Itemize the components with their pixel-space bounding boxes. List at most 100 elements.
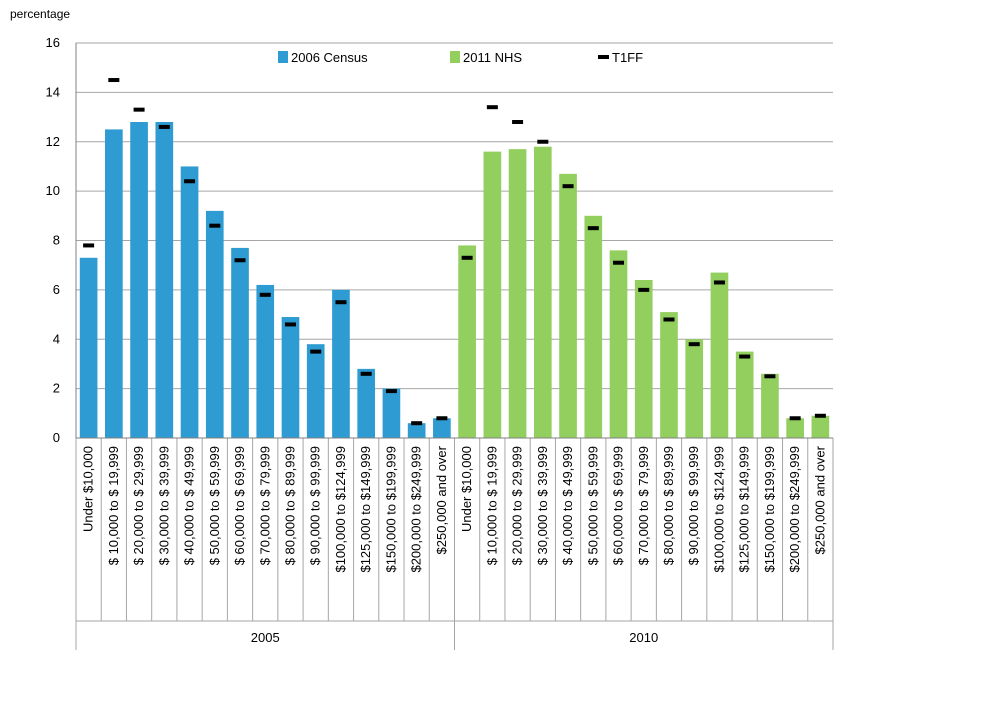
category-label: $250,000 and over	[812, 445, 827, 554]
category-label: $ 60,000 to $ 69,999	[232, 446, 247, 565]
y-tick-label: 16	[46, 35, 60, 50]
bar	[685, 339, 704, 438]
category-label: $150,000 to $199,999	[762, 446, 777, 573]
bar	[483, 151, 502, 438]
t1ff-marker	[335, 300, 347, 305]
t1ff-marker	[713, 280, 725, 285]
bar	[634, 280, 653, 438]
group-labels: 2005 2010	[251, 630, 658, 645]
y-tick-label: 14	[46, 84, 60, 99]
category-label: Under $10,000	[81, 446, 96, 532]
t1ff-marker	[486, 105, 498, 110]
group-label: 2005	[251, 630, 280, 645]
y-tick-label: 6	[53, 282, 60, 297]
t1ff-marker	[537, 139, 549, 144]
category-label: $250,000 and over	[434, 445, 449, 554]
category-label: Under $10,000	[459, 446, 474, 532]
category-label: $ 10,000 to $ 19,999	[106, 446, 121, 565]
bar	[811, 415, 830, 438]
t1ff-marker	[663, 317, 675, 322]
axes	[75, 43, 834, 650]
t1ff-marker	[284, 322, 296, 327]
bar	[205, 210, 224, 438]
category-label: $ 70,000 to $ 79,999	[636, 446, 651, 565]
bar	[256, 284, 275, 438]
group-label: 2010	[629, 630, 658, 645]
y-tick-label: 0	[53, 430, 60, 445]
legend-swatch	[278, 51, 288, 63]
bar	[382, 388, 401, 438]
t1ff-marker	[638, 287, 650, 292]
t1ff-markers	[83, 78, 826, 426]
bar	[155, 122, 174, 438]
category-label: $ 40,000 to $ 49,999	[560, 446, 575, 565]
t1ff-marker	[789, 416, 801, 421]
category-label: $ 60,000 to $ 69,999	[611, 446, 626, 565]
t1ff-marker	[360, 371, 372, 376]
bar	[433, 418, 451, 438]
t1ff-marker	[385, 389, 397, 394]
bar	[761, 373, 779, 438]
category-label: $ 80,000 to $ 89,999	[661, 446, 676, 565]
category-label: $ 40,000 to $ 49,999	[182, 446, 197, 565]
bar	[735, 351, 754, 438]
category-label: $125,000 to $149,999	[358, 446, 373, 573]
category-label: $ 20,000 to $ 29,999	[510, 446, 525, 565]
category-label: $100,000 to $124,999	[711, 446, 726, 573]
t1ff-marker	[209, 223, 221, 228]
bar	[231, 247, 249, 438]
category-label: $ 70,000 to $ 79,999	[257, 446, 272, 565]
bar	[584, 215, 603, 438]
t1ff-marker	[83, 243, 95, 248]
legend-swatch	[598, 55, 609, 59]
t1ff-marker	[739, 354, 751, 359]
y-axis-unit-label: percentage	[10, 7, 70, 21]
bars	[79, 122, 830, 438]
category-label: $ 50,000 to $ 59,999	[207, 446, 222, 565]
legend-label: T1FF	[612, 50, 643, 65]
y-tick-label: 10	[46, 183, 60, 198]
category-label: $150,000 to $199,999	[383, 446, 398, 573]
y-tick-label: 12	[46, 134, 60, 149]
category-label: $ 10,000 to $ 19,999	[484, 446, 499, 565]
t1ff-marker	[411, 421, 423, 426]
y-axis-ticks: 0 2 4 6 8 10 12 14 16	[46, 35, 60, 445]
category-label: $ 80,000 to $ 89,999	[282, 446, 297, 565]
category-label: $200,000 to $249,999	[409, 446, 424, 573]
category-labels: Under $10,000 $ 10,000 to $ 19,999 $ 20,00…	[81, 445, 828, 572]
category-label: $ 30,000 to $ 39,999	[535, 446, 550, 565]
legend-label: 2006 Census	[291, 50, 368, 65]
bar	[458, 245, 476, 438]
bar	[105, 129, 123, 438]
bar	[306, 344, 325, 438]
t1ff-marker	[310, 349, 322, 354]
bar	[786, 418, 804, 438]
category-label: $ 90,000 to $ 99,999	[686, 446, 701, 565]
bar	[660, 312, 678, 438]
t1ff-marker	[234, 258, 246, 263]
bar	[609, 250, 628, 438]
category-label: $ 20,000 to $ 29,999	[131, 446, 146, 565]
t1ff-marker	[436, 416, 448, 421]
y-tick-label: 4	[53, 331, 60, 346]
category-label: $ 30,000 to $ 39,999	[156, 446, 171, 565]
bar	[407, 423, 426, 438]
t1ff-marker	[814, 413, 826, 418]
t1ff-marker	[133, 107, 145, 112]
t1ff-marker	[587, 226, 599, 231]
bar	[357, 368, 376, 438]
y-tick-label: 8	[53, 233, 60, 248]
t1ff-marker	[613, 260, 625, 265]
category-label: $100,000 to $124,999	[333, 446, 348, 573]
category-label: $ 90,000 to $ 99,999	[308, 446, 323, 565]
t1ff-marker	[461, 255, 473, 260]
t1ff-marker	[562, 184, 574, 189]
category-label: $125,000 to $149,999	[737, 446, 752, 573]
legend: 2006 Census 2011 NHS T1FF	[278, 50, 643, 65]
category-label: $200,000 to $249,999	[787, 446, 802, 573]
bar	[281, 317, 300, 438]
gridlines	[76, 42, 833, 390]
bar	[508, 149, 527, 438]
t1ff-marker	[184, 179, 196, 184]
